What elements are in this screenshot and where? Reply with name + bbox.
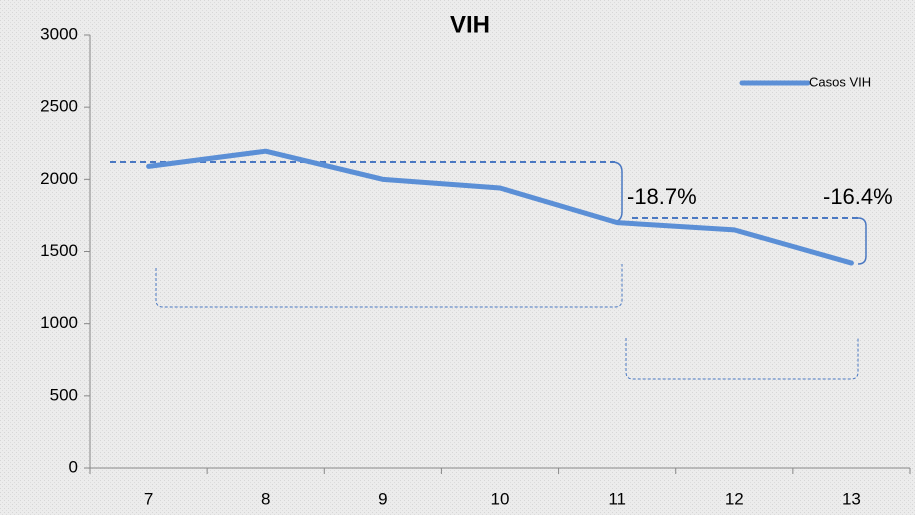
x-tick-label: 11 bbox=[608, 489, 626, 508]
y-tick-label: 0 bbox=[69, 457, 78, 476]
bracket bbox=[857, 217, 867, 265]
y-tick-label: 500 bbox=[50, 385, 78, 404]
x-tick-label: 12 bbox=[725, 489, 744, 508]
y-tick-label: 3000 bbox=[40, 24, 78, 43]
annotation: -16.4% bbox=[823, 184, 893, 209]
chart-title: VIH bbox=[450, 11, 490, 38]
x-tick-label: 13 bbox=[842, 489, 861, 508]
y-tick-label: 1500 bbox=[40, 241, 78, 260]
x-tick-label: 10 bbox=[491, 489, 510, 508]
x-tick-label: 8 bbox=[261, 489, 270, 508]
data-line bbox=[146, 148, 854, 266]
annotation: -18.7% bbox=[627, 184, 697, 209]
y-tick-label: 2000 bbox=[40, 169, 78, 188]
x-tick-label: 9 bbox=[378, 489, 387, 508]
range-bracket bbox=[625, 338, 859, 380]
y-tick-label: 2500 bbox=[40, 97, 78, 116]
x-tick-label: 7 bbox=[144, 489, 153, 508]
legend-label: Casos VIH bbox=[809, 74, 871, 89]
y-tick-label: 1000 bbox=[40, 313, 78, 332]
